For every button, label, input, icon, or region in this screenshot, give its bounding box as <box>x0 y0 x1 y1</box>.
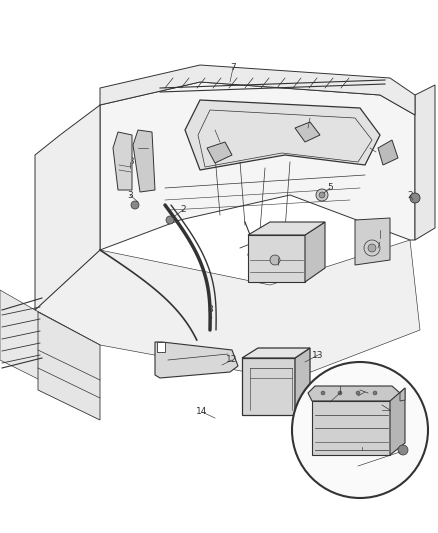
Polygon shape <box>185 100 380 170</box>
Polygon shape <box>38 312 100 420</box>
Text: 2: 2 <box>180 206 186 214</box>
Circle shape <box>319 192 325 198</box>
Text: 1: 1 <box>145 143 151 152</box>
Polygon shape <box>242 358 295 415</box>
Polygon shape <box>157 342 165 352</box>
Circle shape <box>292 362 428 498</box>
Polygon shape <box>248 235 305 282</box>
Circle shape <box>270 255 280 265</box>
Text: 17: 17 <box>356 442 368 451</box>
Polygon shape <box>295 348 310 415</box>
Polygon shape <box>248 222 325 235</box>
Polygon shape <box>295 122 320 142</box>
Text: 5: 5 <box>327 183 333 192</box>
Text: 6: 6 <box>367 143 373 152</box>
Polygon shape <box>100 65 415 115</box>
Polygon shape <box>0 290 100 390</box>
Text: 4: 4 <box>307 114 313 123</box>
Text: 15: 15 <box>352 392 364 400</box>
Polygon shape <box>35 105 100 310</box>
Circle shape <box>410 193 420 203</box>
Text: 19: 19 <box>374 225 386 235</box>
Text: 2: 2 <box>407 190 413 199</box>
Text: 7: 7 <box>230 63 236 72</box>
Polygon shape <box>242 348 310 358</box>
Circle shape <box>131 201 139 209</box>
Text: 2: 2 <box>355 462 361 471</box>
Text: 13: 13 <box>312 351 324 359</box>
Text: 14: 14 <box>196 408 208 416</box>
Circle shape <box>338 391 342 395</box>
Text: 8: 8 <box>207 305 213 314</box>
Circle shape <box>398 445 408 455</box>
Circle shape <box>166 216 174 224</box>
Polygon shape <box>312 401 390 455</box>
Text: 12: 12 <box>226 356 238 365</box>
Text: 3: 3 <box>127 190 133 199</box>
Text: 21: 21 <box>376 406 388 415</box>
Polygon shape <box>378 140 398 165</box>
Polygon shape <box>155 342 238 378</box>
Circle shape <box>368 244 376 252</box>
Circle shape <box>356 391 360 395</box>
Text: 4: 4 <box>212 125 218 134</box>
Circle shape <box>316 189 328 201</box>
Text: 20: 20 <box>374 238 386 246</box>
Text: 11: 11 <box>272 254 284 262</box>
Polygon shape <box>415 85 435 240</box>
Polygon shape <box>390 388 405 455</box>
Text: 16: 16 <box>324 398 336 407</box>
Polygon shape <box>113 132 132 190</box>
Polygon shape <box>308 386 400 401</box>
Circle shape <box>321 391 325 395</box>
Text: 18: 18 <box>124 157 136 166</box>
Polygon shape <box>355 218 390 265</box>
Circle shape <box>373 391 377 395</box>
Polygon shape <box>305 222 325 282</box>
Polygon shape <box>207 142 232 163</box>
Polygon shape <box>400 388 405 401</box>
Polygon shape <box>35 240 420 380</box>
Polygon shape <box>100 82 415 250</box>
Polygon shape <box>133 130 155 192</box>
